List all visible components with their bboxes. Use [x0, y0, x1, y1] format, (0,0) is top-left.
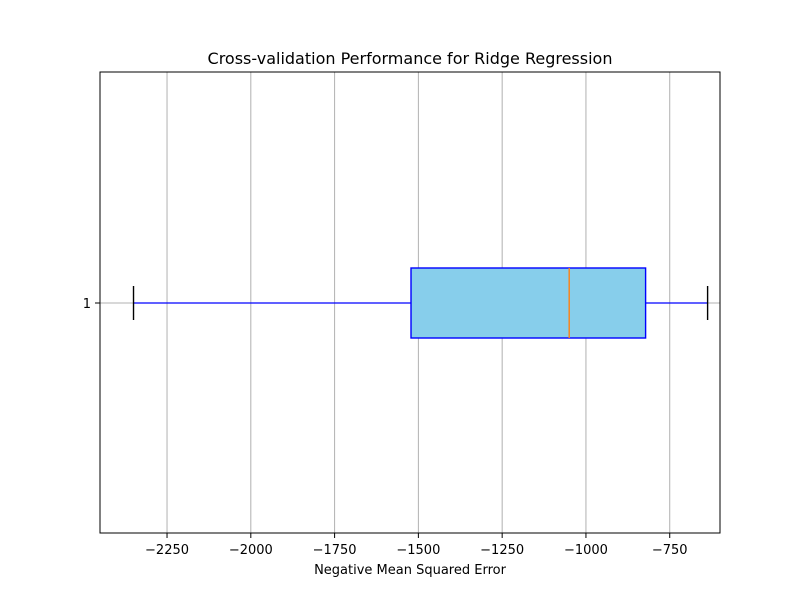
x-tick-label: −750: [652, 543, 688, 558]
y-tick-label: 1: [83, 297, 91, 312]
x-tick-label: −1000: [564, 543, 608, 558]
x-tick-label: −2250: [145, 543, 189, 558]
chart-title: Cross-validation Performance for Ridge R…: [208, 49, 613, 68]
box-layer: [132, 267, 709, 339]
y-axis-ticks: 1: [83, 297, 100, 312]
x-tick-label: −1250: [480, 543, 524, 558]
x-tick-label: −1750: [313, 543, 357, 558]
x-axis-label: Negative Mean Squared Error: [314, 563, 507, 578]
x-tick-label: −1500: [396, 543, 440, 558]
x-axis-ticks: −2250 −2000 −1750 −1500 −1250 −1000 −750: [145, 533, 688, 558]
iqr-box: [410, 267, 647, 339]
x-tick-label: −2000: [229, 543, 273, 558]
